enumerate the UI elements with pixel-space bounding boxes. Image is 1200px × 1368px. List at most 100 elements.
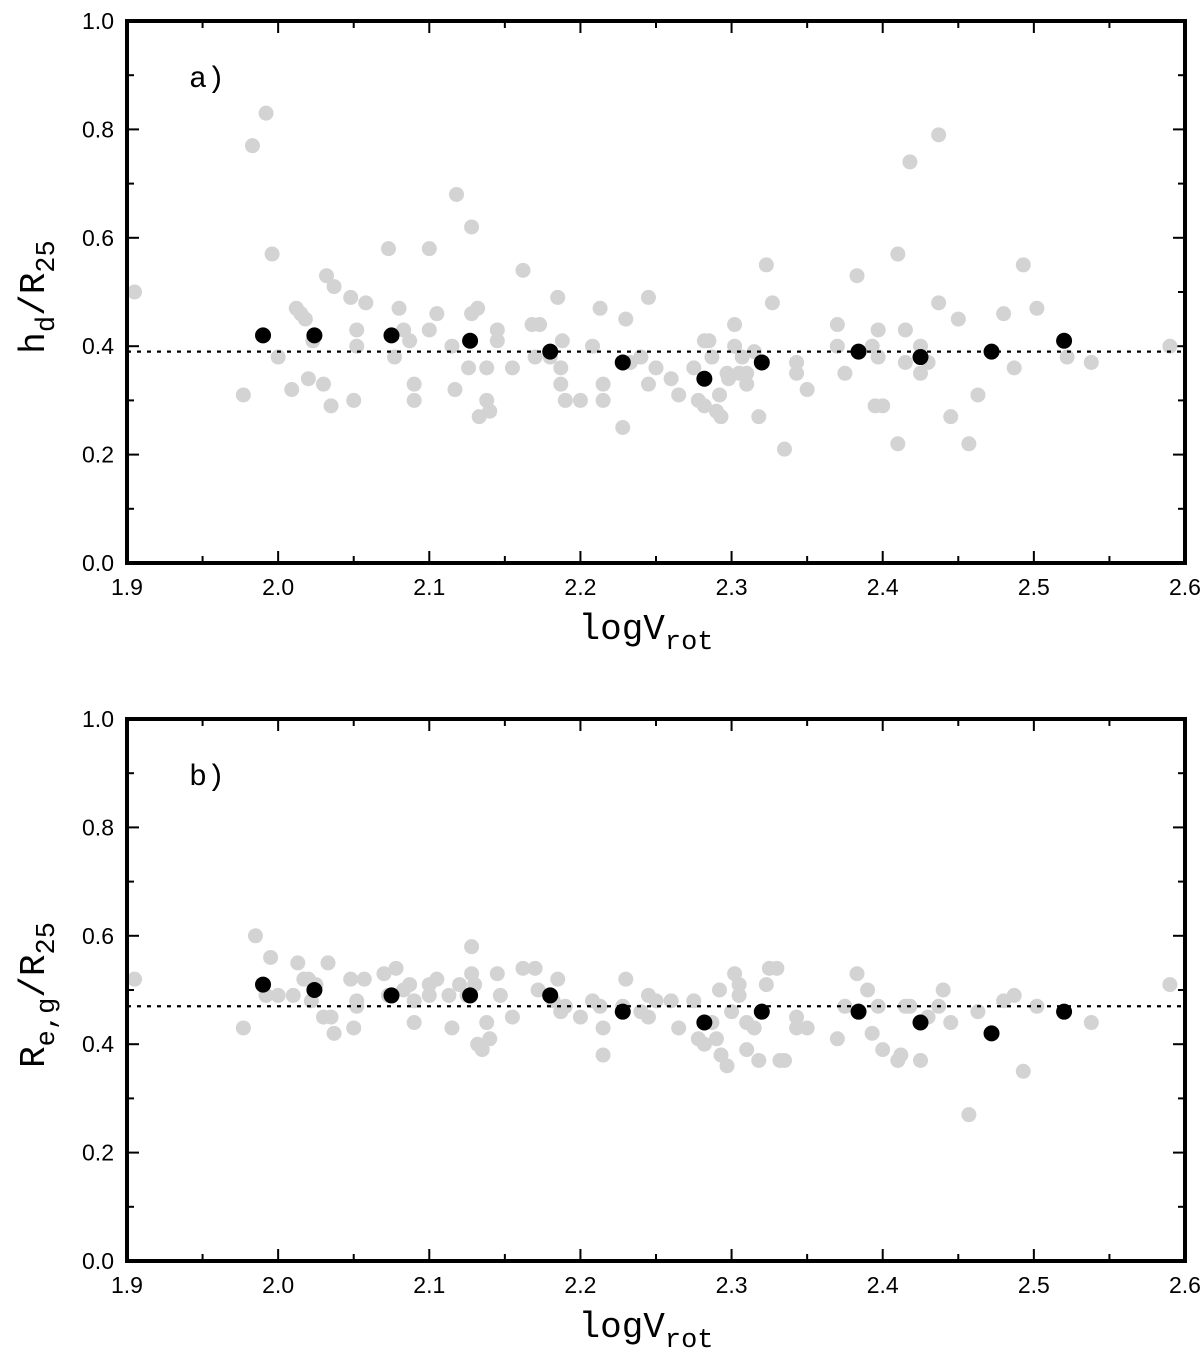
data-point-individual [875,398,891,414]
data-point-individual [739,365,755,381]
data-point-individual [727,317,743,333]
data-point-binned [542,987,559,1004]
data-point-binned [614,1003,631,1020]
data-point-individual [1029,300,1045,316]
data-point-binned [614,354,631,371]
ticks [126,20,1186,564]
data-point-binned [753,354,770,371]
data-point-individual [931,295,947,311]
data-point-individual [663,993,679,1009]
data-point-individual [837,998,853,1014]
y-tick-label: 1.0 [82,8,114,34]
x-tick-label: 2.2 [564,1272,596,1298]
x-tick-label: 2.6 [1169,1272,1200,1298]
series-individual [127,928,1178,1123]
x-tick-label: 2.3 [716,1272,748,1298]
data-point-individual [701,333,717,349]
data-point-individual [258,105,274,121]
data-point-individual [504,1009,520,1025]
data-point-individual [789,1020,805,1036]
data-point-individual [429,306,445,322]
data-point-individual [572,1009,588,1025]
data-point-individual [235,1020,251,1036]
data-point-individual [127,284,143,300]
data-point-individual [406,392,422,408]
data-point-individual [595,1047,611,1063]
data-point-individual [504,360,520,376]
data-point-individual [323,1009,339,1025]
data-point-binned [753,1003,770,1020]
data-point-individual [648,360,664,376]
data-point-individual [320,955,336,971]
data-point-individual [739,1042,755,1058]
plot-frame [125,717,1187,1263]
data-point-individual [764,295,780,311]
data-point-individual [319,268,335,284]
data-point-individual [1162,977,1178,993]
data-point-individual [527,349,543,365]
plot-frame [125,19,1187,565]
data-point-individual [870,322,886,338]
y-tick-label: 0.4 [82,333,114,359]
data-point-individual [479,1015,495,1031]
data-point-individual [776,1052,792,1068]
data-point-individual [550,289,566,305]
data-point-individual [441,987,457,1003]
data-point-individual [943,409,959,425]
series-binned [255,327,1073,387]
data-point-binned [696,1014,713,1031]
data-point-individual [870,349,886,365]
data-point-individual [530,982,546,998]
data-point-individual [696,398,712,414]
data-point-individual [739,376,755,392]
data-point-individual [746,344,762,360]
data-point-individual [553,376,569,392]
data-point-individual [315,376,331,392]
data-point-individual [686,993,702,1009]
data-point-individual [961,436,977,452]
data-point-individual [711,982,727,998]
data-point-individual [1029,998,1045,1014]
data-point-individual [447,382,463,398]
data-point-individual [270,349,286,365]
data-point-individual [1006,987,1022,1003]
x-tick-label: 2.5 [1018,574,1050,600]
data-point-individual [464,219,480,235]
data-point-individual [376,966,392,982]
data-point-individual [421,987,437,1003]
data-point-individual [902,154,918,170]
y-tick-label: 0.8 [82,116,114,142]
y-tick-label: 0.8 [82,814,114,840]
data-point-individual [346,1020,362,1036]
data-point-binned [255,976,272,993]
data-point-individual [387,349,403,365]
data-point-individual [421,322,437,338]
data-point-individual [829,338,845,354]
data-point-individual [356,971,372,987]
x-axis-label: logVrot [578,1307,713,1356]
data-point-individual [448,186,464,202]
data-point-individual [961,1107,977,1123]
data-point-individual [470,300,486,316]
data-point-individual [897,354,913,370]
data-point-individual [406,376,422,392]
data-point-individual [592,300,608,316]
data-point-individual [461,360,477,376]
data-point-individual [860,982,876,998]
data-point-individual [349,998,365,1014]
data-point-individual [429,971,445,987]
data-point-individual [890,246,906,262]
data-point-individual [297,311,313,327]
y-tick-label: 1.0 [82,706,114,732]
data-point-individual [913,1052,928,1068]
data-point-binned [850,343,867,360]
data-point-individual [270,987,286,1003]
data-point-individual [553,360,569,376]
data-point-binned [306,982,323,998]
data-point-binned [696,370,713,387]
y-tick-label: 0.2 [82,442,114,468]
data-point-individual [532,317,548,333]
data-point-individual [402,977,418,993]
data-point-individual [300,371,316,387]
data-point-individual [746,1020,762,1036]
